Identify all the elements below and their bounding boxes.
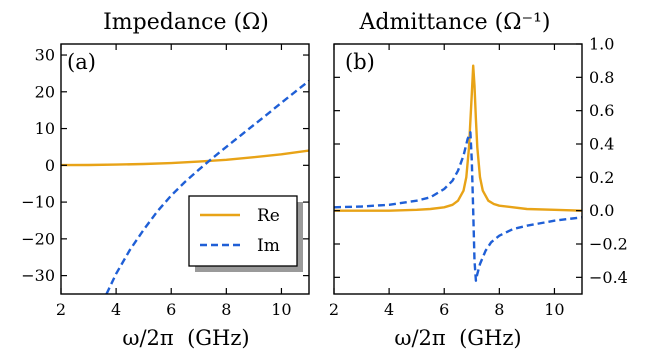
panel-a-xtick-label: 10	[271, 300, 291, 319]
panel-b-xtick-label: 4	[384, 300, 394, 319]
panel-a-series-re-line	[61, 149, 309, 167]
panel-b-ytick-label: −0.2	[589, 235, 628, 254]
panel-a-xtick-label: 4	[111, 300, 121, 319]
panel-b-ytick-label: 0.6	[589, 101, 614, 120]
panel-a-title: Impedance (Ω)	[103, 10, 269, 35]
panel-b-ytick-label: −0.4	[589, 268, 628, 287]
panel-a-marks	[61, 79, 309, 294]
panel-b-series-re-line	[334, 64, 582, 212]
panel-b-xtick-label: 8	[494, 300, 504, 319]
panel-a-xtick-label: 6	[166, 300, 176, 319]
panel-a-ytick-label: 30	[35, 46, 55, 65]
panel-b-ytick-label: 0.8	[589, 68, 614, 87]
panel-b-series-im-line	[334, 131, 582, 282]
legend-box	[188, 195, 298, 267]
panel-a-series-im-line	[105, 79, 309, 294]
panel-b-ytick-label: 0.0	[589, 201, 614, 220]
panel-a-xtick-label: 2	[56, 300, 66, 319]
panel-a-ytick-label: −30	[21, 266, 55, 285]
panel-b-ytick-label: 1.0	[589, 35, 614, 54]
panel-b-ticks: 2 4 6 8 10 −0.4 −0.2 0.0 0.2 0.4 0.6 0.8 1.0	[329, 35, 628, 320]
panel-b-ytick-label: 0.2	[589, 168, 614, 187]
panel-a-ytick-label: −20	[21, 229, 55, 248]
panel-a-ytick-label: 10	[35, 119, 55, 138]
panel-b-marks	[334, 64, 582, 282]
panel-a-xlabel: ω/2π (GHz)	[122, 326, 249, 350]
panel-a: Impedance (Ω) 2 4 6 8 10 −30 −20 −10 0 10 20 30 (a)…	[21, 10, 310, 350]
legend-im-label: Im	[257, 236, 280, 256]
panel-a-ytick-label: −10	[21, 193, 55, 212]
panel-b-xtick-label: 6	[439, 300, 449, 319]
panel-b-xtick-label: 2	[329, 300, 339, 319]
panel-b-frame	[333, 43, 583, 295]
panel-a-ytick-label: 20	[35, 82, 55, 101]
panel-a-ytick-label: 0	[45, 156, 55, 175]
panel-b-title: Admittance (Ω⁻¹)	[358, 10, 550, 35]
panel-b: Admittance (Ω⁻¹) 2 4 6 8 10 −0.4 −0.2 0.0 0.2 0.4…	[329, 10, 628, 350]
panel-a-label: (a)	[67, 50, 96, 74]
panel-a-frame	[60, 43, 310, 295]
panel-b-xlabel: ω/2π (GHz)	[394, 326, 521, 350]
panel-a-ticks: 2 4 6 8 10 −30 −20 −10 0 10 20 30	[21, 44, 309, 319]
panel-a-xtick-label: 8	[221, 300, 231, 319]
panel-b-label: (b)	[345, 50, 375, 74]
panel-b-ytick-label: 0.4	[589, 135, 614, 154]
panel-b-xtick-label: 10	[544, 300, 564, 319]
legend: Re Im	[188, 195, 303, 272]
legend-re-label: Re	[257, 206, 280, 226]
